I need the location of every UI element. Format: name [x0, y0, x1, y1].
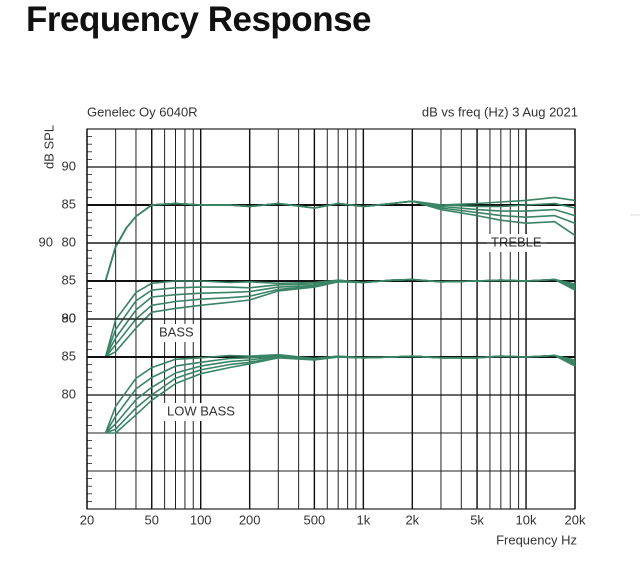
y-tick-label: 85: [62, 348, 76, 363]
y-tick-label: 90: [62, 158, 76, 173]
y-axis-label: dB SPL: [41, 125, 56, 169]
x-tick-label: 200: [239, 512, 261, 527]
y-tick-label: 90: [62, 310, 76, 325]
header-right: dB vs freq (Hz) 3 Aug 2021: [422, 104, 578, 119]
response-curve: [105, 278, 576, 358]
annotation-bg: [155, 324, 199, 342]
response-curve: [105, 354, 576, 434]
y-tick-label: 85: [62, 196, 76, 211]
y-tick-label: 80: [62, 310, 76, 325]
annotation: TREBLE: [491, 234, 542, 249]
x-axis-label: Frequency Hz: [496, 532, 577, 547]
y-tick-label: 80: [62, 386, 76, 401]
response-curve: [104, 200, 576, 282]
y-tick-label: 85: [62, 272, 76, 287]
header-left: Genelec Oy 6040R: [87, 104, 198, 119]
x-tick-label: 50: [144, 512, 158, 527]
annotation-bg: [163, 403, 240, 421]
x-tick-label: 20: [80, 512, 94, 527]
x-tick-label: 5k: [470, 512, 484, 527]
x-tick-label: 20k: [565, 512, 586, 527]
y-tick-label: 90: [39, 234, 53, 249]
x-tick-label: 500: [304, 512, 326, 527]
x-tick-label: 2k: [405, 512, 419, 527]
annotation: BASS: [159, 324, 194, 339]
x-tick-label: 10k: [516, 512, 537, 527]
x-tick-label: 1k: [356, 512, 370, 527]
page-title: Frequency Response: [26, 0, 372, 39]
y-tick-label: 80: [62, 234, 76, 249]
annotation: LOW BASS: [167, 403, 235, 418]
x-tick-label: 100: [190, 512, 212, 527]
